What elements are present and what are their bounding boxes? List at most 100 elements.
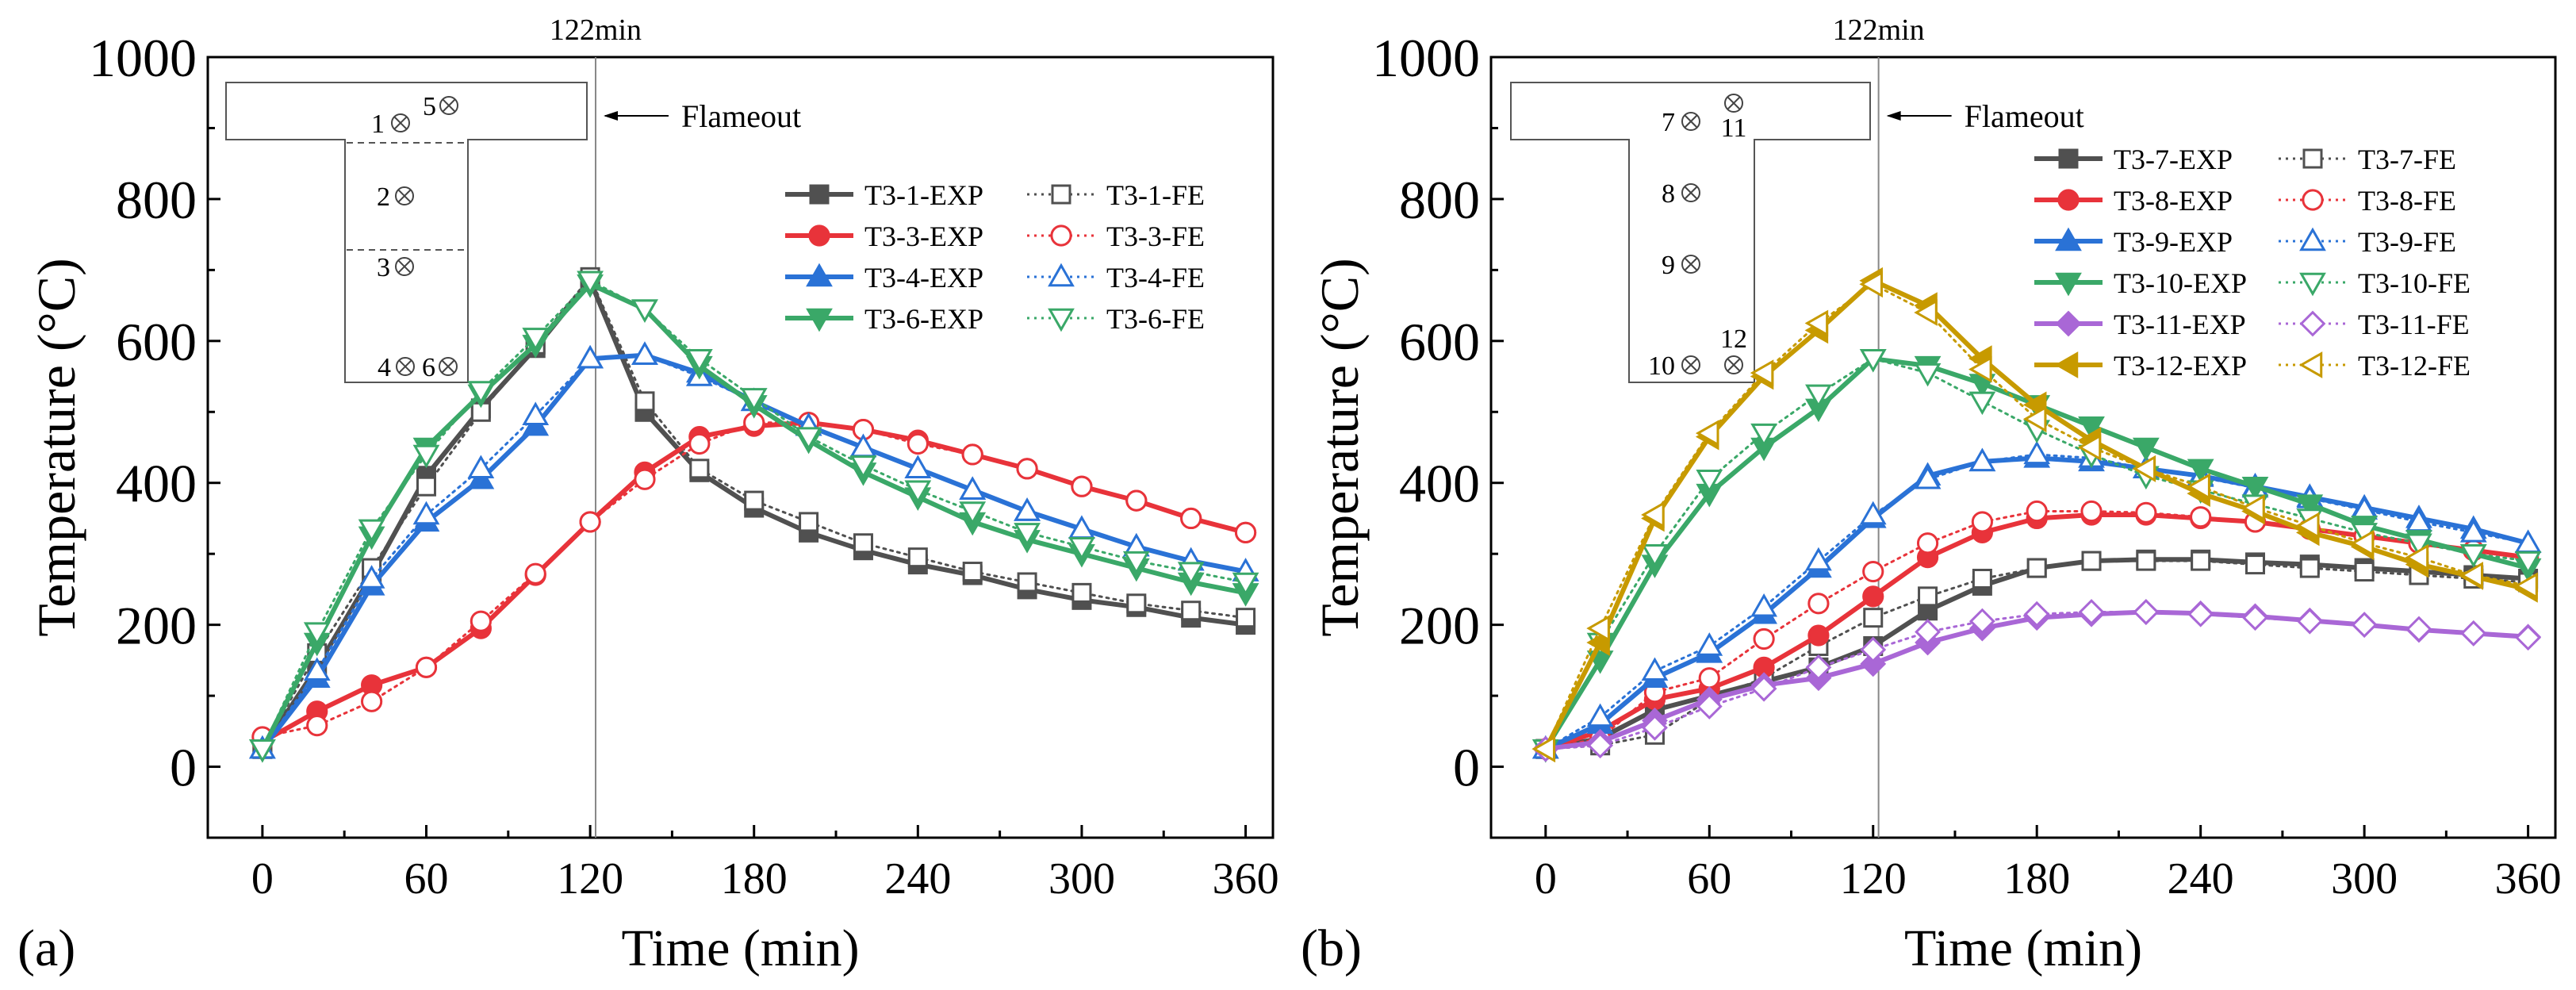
data-point bbox=[1860, 650, 1887, 677]
data-point bbox=[2077, 434, 2102, 461]
data-point bbox=[1914, 363, 1942, 387]
data-point bbox=[689, 459, 710, 479]
legend: T3-7-EXP T3-7-FE T3-8-EXP T3-8-FE T3-9-EXP T3… bbox=[2034, 144, 2471, 382]
x-tick-label: 240 bbox=[2168, 854, 2234, 904]
data-point bbox=[467, 381, 495, 405]
y-tick-label: 200 bbox=[116, 596, 197, 656]
y-tick-label: 800 bbox=[116, 170, 197, 230]
data-point bbox=[1750, 359, 1774, 386]
data-point bbox=[2242, 604, 2268, 631]
legend-label: T3-11-FE bbox=[2358, 309, 2470, 340]
data-point bbox=[416, 476, 436, 497]
series-T3-7-EXP bbox=[1535, 549, 2539, 759]
legend-swatch-marker bbox=[2057, 189, 2080, 211]
thermocouple-cross bbox=[1684, 257, 1698, 271]
data-point bbox=[1915, 619, 1941, 646]
legend-label: T3-1-EXP bbox=[864, 179, 983, 211]
chart-panel-b: 0 200 400 600 800 1000 0 60 120 180 240 300 360 Time … bbox=[1301, 13, 2562, 977]
data-point bbox=[2187, 473, 2210, 501]
data-point bbox=[2351, 612, 2378, 639]
data-point bbox=[1859, 501, 1887, 525]
data-point bbox=[1014, 497, 1041, 521]
series-T3-3-FE bbox=[251, 412, 1257, 748]
series-line bbox=[1544, 611, 2530, 750]
legend-swatch-marker bbox=[1048, 263, 1075, 287]
thermocouple-marker bbox=[1681, 355, 1700, 374]
data-point bbox=[1750, 423, 1777, 447]
legend-label: T3-4-FE bbox=[1106, 262, 1205, 294]
data-point bbox=[1916, 532, 1939, 554]
data-point bbox=[1125, 489, 1148, 512]
data-point bbox=[2405, 616, 2432, 643]
data-point bbox=[1968, 355, 1992, 383]
y-tick-label: 600 bbox=[1399, 312, 1480, 372]
data-point bbox=[2191, 551, 2211, 571]
thermocouple-label: 7 bbox=[1662, 108, 1675, 137]
thermocouple-label: 9 bbox=[1662, 251, 1675, 280]
thermocouple-cross bbox=[1684, 114, 1698, 129]
data-point bbox=[2190, 506, 2212, 528]
data-point bbox=[631, 341, 658, 365]
data-point bbox=[1805, 547, 1832, 571]
series-T3-3-EXP bbox=[251, 412, 1257, 753]
data-point bbox=[1586, 703, 1614, 727]
series-line bbox=[1544, 559, 2530, 750]
thermocouple-cross bbox=[1727, 96, 1741, 110]
legend-swatch-marker bbox=[2299, 310, 2326, 337]
data-point bbox=[1968, 447, 1996, 472]
data-point bbox=[1641, 657, 1669, 681]
data-point bbox=[1807, 624, 1830, 647]
series-line bbox=[1543, 609, 2531, 752]
legend-label: T3-6-FE bbox=[1106, 303, 1205, 335]
flameout-arrow-head bbox=[1886, 111, 1901, 121]
data-point bbox=[795, 427, 822, 451]
data-point bbox=[1696, 470, 1723, 493]
inset-outline bbox=[225, 82, 588, 383]
legend-label: T3-10-FE bbox=[2358, 267, 2471, 299]
thermocouple-marker bbox=[1681, 183, 1700, 202]
y-tick-label: 400 bbox=[1399, 454, 1480, 514]
data-point bbox=[579, 511, 601, 533]
data-point bbox=[853, 533, 873, 554]
legend-swatch-marker bbox=[2055, 310, 2082, 337]
data-point bbox=[2241, 476, 2269, 501]
thermocouple-marker bbox=[391, 113, 410, 132]
x-tick-label: 180 bbox=[2003, 854, 2070, 904]
legend-label: T3-10-EXP bbox=[2114, 267, 2247, 299]
data-point bbox=[1859, 348, 1887, 373]
data-point bbox=[1971, 511, 1993, 533]
data-point bbox=[634, 391, 655, 412]
data-point bbox=[248, 739, 276, 763]
legend-swatch-marker bbox=[809, 184, 830, 205]
thermocouple-cross bbox=[442, 98, 456, 113]
x-axis-title: Time (min) bbox=[621, 919, 859, 977]
vline-label: 122min bbox=[1833, 13, 1925, 47]
data-point bbox=[415, 656, 438, 678]
data-point bbox=[1859, 271, 1883, 298]
data-point bbox=[2459, 543, 2487, 568]
data-point bbox=[1014, 523, 1041, 547]
data-point bbox=[303, 657, 331, 681]
thermocouple-marker bbox=[395, 186, 414, 205]
data-point bbox=[2132, 455, 2156, 482]
data-point bbox=[634, 468, 656, 490]
data-point bbox=[1914, 299, 1938, 326]
data-point bbox=[1695, 420, 1719, 447]
data-point bbox=[1641, 501, 1665, 528]
x-tick-label: 120 bbox=[557, 854, 623, 904]
thermocouple-marker bbox=[396, 357, 415, 376]
thermocouple-marker bbox=[395, 257, 414, 276]
data-point bbox=[1531, 735, 1556, 763]
inset-outline bbox=[1510, 82, 1871, 383]
data-point bbox=[2136, 551, 2156, 571]
thermocouple-label: 1 bbox=[371, 109, 385, 139]
data-point bbox=[577, 271, 604, 295]
data-point bbox=[1126, 593, 1147, 614]
data-point bbox=[2459, 519, 2487, 543]
data-point bbox=[1642, 714, 1668, 741]
data-point bbox=[962, 562, 983, 582]
data-point bbox=[1804, 309, 1829, 337]
thermocouple-marker bbox=[1724, 355, 1743, 374]
legend-label: T3-3-FE bbox=[1106, 221, 1205, 252]
legend-label: T3-9-FE bbox=[2358, 226, 2456, 258]
